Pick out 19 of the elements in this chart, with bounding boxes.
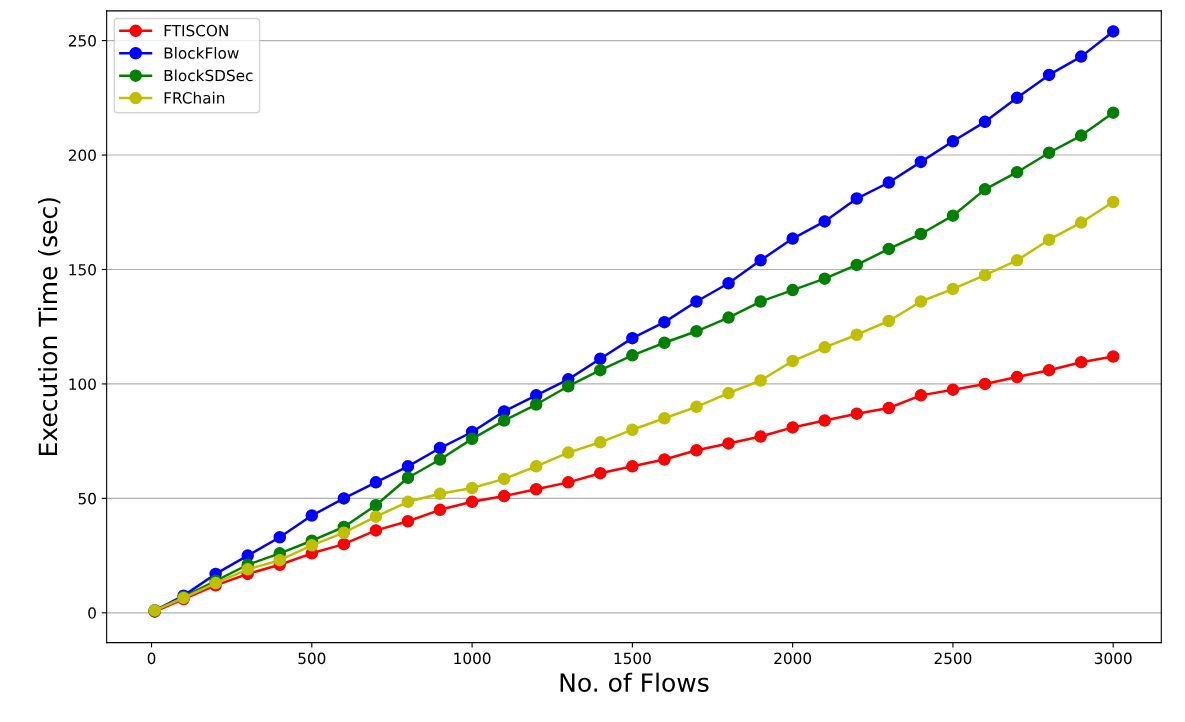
y-tick-label: 100 (69, 378, 96, 390)
x-tick-label: 500 (298, 652, 326, 665)
x-axis-title: No. of Flows (560, 672, 709, 692)
y-axis-title: Execution Time (sec) (38, 198, 61, 455)
legend-label: FTISCON (164, 24, 228, 37)
x-tick-label: 1000 (454, 652, 491, 665)
x-tick-label: 2000 (774, 652, 812, 665)
x-tick-label: 1500 (614, 652, 651, 665)
y-tick-label: 0 (88, 607, 96, 619)
legend-label: BlockFlow (164, 47, 239, 59)
x-tick-label: 3000 (1094, 652, 1132, 665)
y-tick-label: 50 (78, 492, 96, 505)
x-tick-label: 2500 (934, 652, 972, 665)
legend-label: BlockSDSec (164, 69, 253, 82)
y-tick-label: 150 (69, 263, 96, 276)
y-tick-label: 200 (68, 149, 96, 162)
x-tick-label: 0 (147, 652, 156, 665)
y-tick-label: 250 (68, 35, 96, 47)
legend-label: FRChain (164, 91, 225, 104)
